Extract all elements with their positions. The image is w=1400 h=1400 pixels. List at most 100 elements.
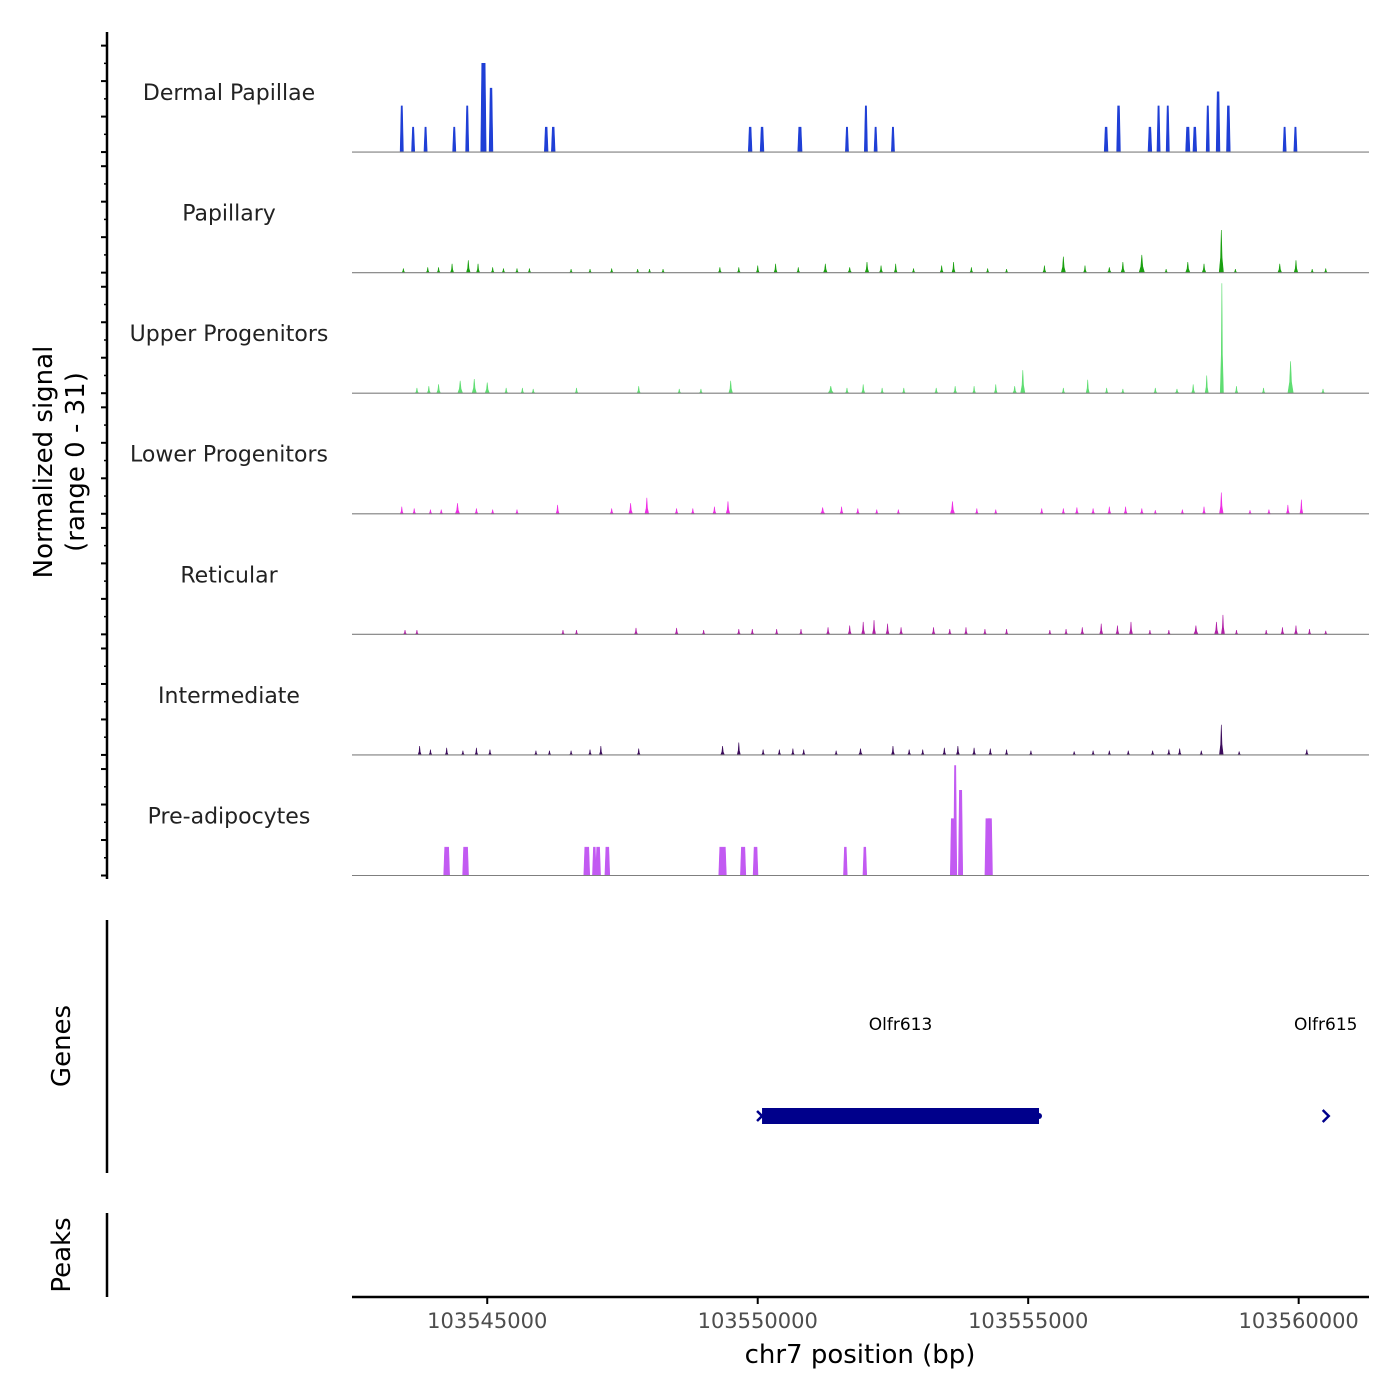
coverage-peak: [969, 267, 974, 273]
coverage-peak: [1219, 492, 1224, 515]
coverage-peak: [454, 503, 461, 515]
coverage-peak: [1004, 628, 1009, 635]
coverage-peak: [1205, 105, 1210, 153]
coverage-peak: [636, 386, 641, 394]
coverage-peak: [1138, 254, 1145, 273]
coverage-panel: Dermal Papillae Papillary Upper Progenitor…: [101, 32, 1369, 879]
coverage-peak: [480, 63, 487, 153]
coverage-peak: [825, 627, 831, 635]
coverage-peak: [1085, 379, 1090, 394]
x-tick-label: 103560000: [1239, 1309, 1359, 1333]
coverage-peak: [474, 747, 479, 756]
coverage-peak: [736, 267, 741, 273]
coverage-peak: [1280, 627, 1285, 635]
y-axis-label-line2: (range 0 - 31): [61, 372, 91, 552]
coverage-peak: [636, 748, 641, 756]
x-tick-label: 103555000: [968, 1309, 1088, 1333]
coverage-peak: [843, 846, 848, 876]
coverage-peak: [880, 387, 885, 394]
x-axis: 103545000 103550000 103555000 103560000: [352, 1295, 1369, 1333]
track-label: Intermediate: [158, 684, 300, 709]
coverage-peak: [718, 846, 727, 876]
coverage-peak: [993, 509, 998, 515]
coverage-peak: [1153, 387, 1158, 394]
coverage-peak: [728, 380, 733, 394]
coverage-peak: [1147, 126, 1153, 153]
coverage-peak: [399, 105, 404, 153]
coverage-peak: [873, 126, 878, 153]
coverage-peak: [1115, 625, 1120, 635]
coverage-peak: [465, 105, 470, 153]
coverage-peak: [402, 630, 408, 635]
coverage-peak: [878, 265, 884, 273]
coverage-peak: [1083, 265, 1087, 273]
coverage-peak: [819, 507, 826, 515]
coverage-peak: [1261, 387, 1266, 394]
gene-olfr615-label: Olfr615: [1294, 1015, 1358, 1035]
coverage-peak: [1107, 506, 1112, 515]
coverage-peak: [1293, 625, 1299, 635]
coverage-peak: [777, 749, 782, 756]
coverage-peak: [1120, 261, 1126, 273]
track-label: Lower Progenitors: [130, 443, 328, 468]
coverage-peak: [1128, 621, 1133, 635]
coverage-peak: [1166, 749, 1171, 756]
coverage-peak: [1126, 750, 1131, 756]
coverage-peak: [595, 846, 601, 876]
genes-panel: Genes Olfr613 Olfr615: [47, 920, 1357, 1173]
x-axis-label: chr7 position (bp): [745, 1340, 976, 1370]
track-dermal-papillae: Dermal Papillae: [101, 44, 1369, 154]
coverage-peak: [740, 846, 747, 876]
coverage-peak: [1226, 105, 1231, 153]
coverage-peak: [934, 387, 939, 394]
coverage-peak: [1201, 263, 1207, 273]
coverage-peak: [1293, 126, 1298, 153]
coverage-peak: [874, 509, 879, 515]
coverage-peak: [609, 268, 614, 273]
gene-olfr615-strand-arrow: [1321, 1109, 1331, 1123]
coverage-peak: [974, 508, 979, 515]
coverage-peak: [1234, 630, 1239, 635]
coverage-peak: [953, 386, 958, 394]
coverage-peak: [752, 846, 759, 876]
coverage-peak: [750, 628, 755, 635]
coverage-peak: [863, 105, 868, 153]
coverage-peak: [955, 746, 960, 756]
coverage-peak: [845, 126, 849, 153]
coverage-peak: [1039, 508, 1044, 515]
coverage-peak: [1180, 509, 1185, 515]
coverage-peak: [484, 382, 490, 394]
coverage-peak: [527, 268, 532, 273]
coverage-peak: [862, 846, 868, 876]
coverage-peak: [827, 386, 835, 394]
coverage-peak: [439, 509, 444, 515]
coverage-peak: [1191, 384, 1196, 394]
coverage-peak: [425, 267, 430, 273]
coverage-peak: [474, 508, 479, 515]
coverage-peak: [1061, 387, 1066, 394]
coverage-peak: [531, 388, 536, 394]
coverage-peak: [411, 126, 416, 153]
coverage-peak: [399, 506, 404, 515]
coverage-peak: [953, 765, 958, 876]
coverage-peak: [1299, 499, 1304, 515]
coverage-peak: [951, 261, 956, 273]
coverage-peak: [533, 750, 538, 756]
track-label: Papillary: [182, 202, 276, 227]
coverage-peak: [1061, 508, 1066, 515]
track-label: Dermal Papillae: [143, 81, 315, 106]
coverage-peak: [487, 749, 492, 756]
coverage-peak: [414, 387, 420, 394]
coverage-peak: [490, 267, 495, 273]
coverage-peak: [609, 508, 614, 515]
coverage-peak: [712, 506, 717, 515]
gene-olfr613-strand-arrow: [756, 1110, 764, 1122]
coverage-peak: [890, 746, 895, 756]
coverage-peak: [864, 261, 870, 273]
coverage-peak: [1042, 265, 1047, 273]
coverage-peak: [588, 749, 593, 756]
track-lower-progenitors: Lower Progenitors: [101, 406, 1369, 515]
coverage-peak: [423, 126, 428, 153]
coverage-peak: [677, 388, 682, 394]
